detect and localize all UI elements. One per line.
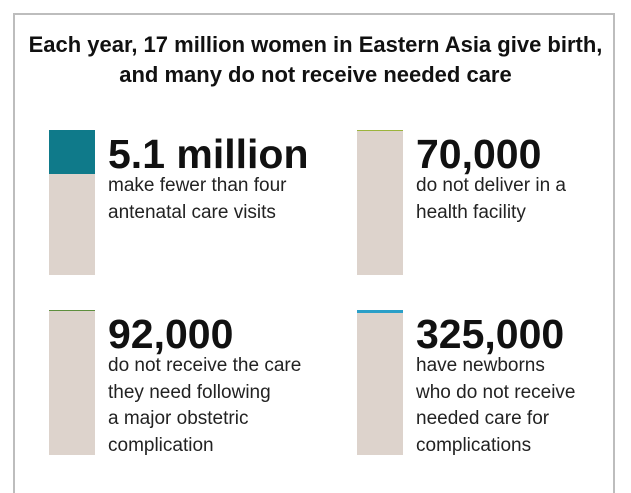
description: do not deliver in a health facility <box>416 173 566 226</box>
value-label: 325,000 <box>416 311 565 357</box>
bar <box>49 130 95 174</box>
bar-track <box>357 130 403 275</box>
description: make fewer than four antenatal care visit… <box>108 173 286 226</box>
description-line: health facility <box>416 201 526 223</box>
description-line: they need following <box>108 381 271 403</box>
bar-track <box>357 310 403 455</box>
description-line: do not deliver in a <box>416 175 566 196</box>
description-line: complication <box>108 434 214 456</box>
description-line: have newborns <box>416 355 545 376</box>
description: do not receive the care they need followi… <box>108 353 301 459</box>
chart-title: Each year, 17 million women in Eastern A… <box>28 32 603 87</box>
description-line: antenatal care visits <box>108 201 276 223</box>
bar <box>49 310 95 311</box>
value-label: 70,000 <box>416 131 542 177</box>
value-label: 5.1 million <box>108 131 309 177</box>
description-line: make fewer than four <box>108 175 287 196</box>
description-line: needed care for <box>416 408 550 429</box>
value-label: 92,000 <box>108 311 234 357</box>
bar-track <box>49 130 95 275</box>
bar <box>357 130 403 131</box>
frame <box>13 13 615 493</box>
bar <box>357 310 403 313</box>
description-line: complications <box>416 434 532 456</box>
bar-track <box>49 310 95 455</box>
description-line: who do not receive <box>416 381 576 403</box>
description-line: do not receive the care <box>108 355 302 376</box>
description-line: a major obstetric <box>108 408 249 429</box>
description: have newborns who do not receive needed ca… <box>416 353 576 459</box>
